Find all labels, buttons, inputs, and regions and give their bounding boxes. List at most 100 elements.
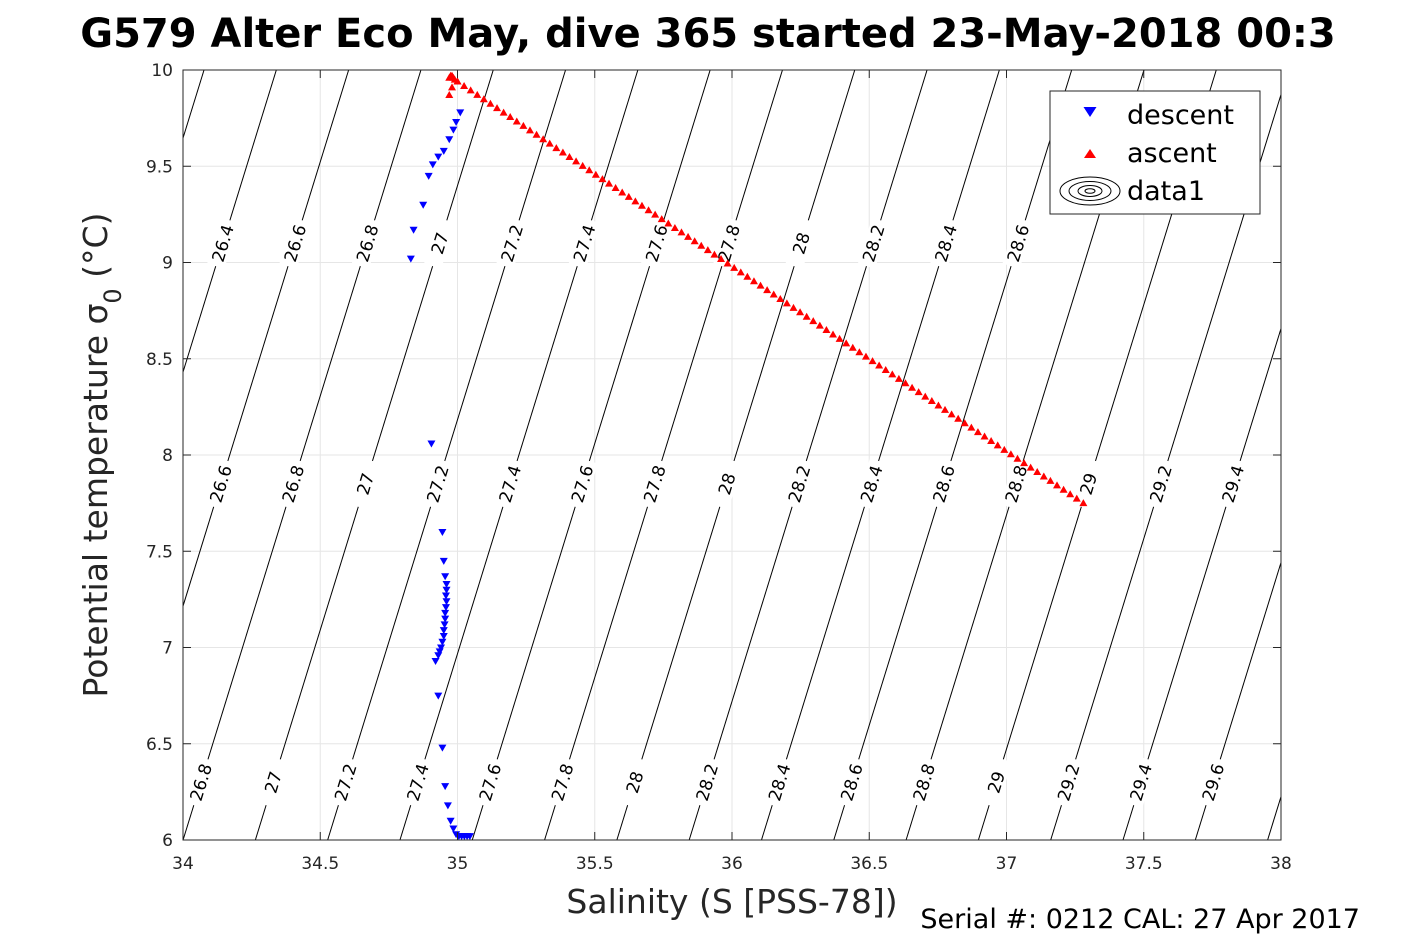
ascent-point [914, 388, 923, 396]
contour-label-bg [857, 217, 890, 269]
y-axis-label-subscript: 0 [99, 288, 127, 303]
ascent-point [1066, 490, 1075, 498]
ascent-point [448, 83, 457, 91]
ascent-point [539, 135, 548, 143]
contour-label-bg [474, 756, 506, 808]
ascent-point [1000, 445, 1009, 453]
descent-point [439, 632, 448, 640]
ascent-point [578, 161, 587, 169]
descent-series [406, 109, 474, 841]
ascent-point [690, 237, 699, 245]
ascent-point [479, 95, 488, 103]
ascent-point [1006, 450, 1015, 458]
ascent-point [703, 246, 712, 254]
ascent-point [960, 419, 969, 427]
isopycnal-line [544, 70, 783, 840]
ascent-point [644, 206, 653, 214]
ascent-point [1079, 499, 1088, 507]
isopycnal-line [183, 70, 350, 608]
x-tick-label: 38 [1270, 854, 1292, 874]
ascent-point [598, 175, 607, 183]
y-tick-label: 9.5 [146, 157, 173, 177]
contour-label-bg [257, 756, 289, 808]
ascent-point [585, 166, 594, 174]
y-axis-ticks: 6 6.5 7 7.5 8 8.5 9 9.5 10 [146, 61, 1281, 851]
x-tick-label: 36.5 [850, 854, 888, 874]
isopycnal-line [183, 70, 277, 374]
isopycnal-line [761, 70, 1000, 840]
ascent-point [822, 326, 831, 334]
legend-box [1049, 90, 1261, 215]
ascent-point [460, 81, 469, 89]
ascent-point [697, 241, 706, 249]
ascent-point [980, 432, 989, 440]
contour-label-bg [568, 217, 601, 269]
ascent-point [868, 357, 877, 365]
ascent-point [558, 148, 567, 156]
ascent-point [809, 317, 818, 325]
contour-label-bg [1052, 756, 1085, 808]
contour-label-bg [1125, 756, 1157, 808]
isopycnal-line [1340, 70, 1417, 840]
contour-label-bg [349, 458, 382, 510]
descent-point [452, 118, 461, 126]
ascent-point [1033, 468, 1042, 476]
ascent-point [473, 90, 482, 98]
ascent-point [1020, 459, 1029, 467]
ascent-point [894, 374, 903, 382]
y-axis-label-main: Potential temperature σ [76, 304, 115, 698]
ascent-point [1053, 481, 1062, 489]
ascent-point [684, 232, 693, 240]
ascent-series [445, 71, 1088, 507]
contour-label-bg [566, 458, 598, 510]
ascent-point [1046, 476, 1055, 484]
ascent-point [901, 379, 910, 387]
ascent-point [954, 414, 963, 422]
ascent-point [723, 259, 732, 267]
contour-label-bg [638, 458, 671, 510]
contour-label-bg [1145, 458, 1177, 510]
isopycnal-line [1122, 326, 1281, 840]
y-tick-label: 6 [162, 831, 173, 851]
legend-ascent-marker [1084, 149, 1096, 158]
descent-point [441, 609, 450, 617]
ascent-point [591, 170, 600, 178]
contour-label-bg [711, 458, 743, 510]
descent-point [438, 529, 447, 536]
ascent-point [605, 179, 614, 187]
ascent-point [730, 263, 739, 271]
legend-contour-icon [1059, 176, 1121, 206]
descent-point [446, 817, 455, 825]
ascent-point [875, 361, 884, 369]
ascent-point [973, 428, 982, 436]
descent-point [409, 226, 418, 234]
x-tick-label: 34.5 [301, 854, 339, 874]
ascent-point [921, 392, 930, 400]
contour-label-bg [546, 756, 579, 808]
ascent-point [710, 250, 719, 258]
y-tick-label: 7 [162, 639, 173, 659]
descent-point [439, 627, 448, 635]
descent-point [441, 615, 450, 623]
contour-label-bg [783, 458, 815, 510]
ascent-point [888, 370, 897, 378]
isopycnal-line [833, 70, 1073, 840]
isopycnal-line [183, 70, 422, 840]
ascent-point [749, 277, 758, 285]
legend-ascent-label: ascent [1127, 138, 1217, 169]
isopycnal-line [688, 70, 928, 840]
ascent-point [1026, 463, 1035, 471]
x-tick-label: 34 [172, 854, 194, 874]
isopycnal-contour-labels: 26.4 26.6 26.8 27 27.2 27.4 27.6 27.8 28 28.2 28.4… [185, 217, 1249, 808]
ascent-point [756, 281, 765, 289]
ascent-point [908, 383, 917, 391]
ascent-point [848, 343, 857, 351]
descent-point [456, 109, 465, 117]
contour-label-bg [351, 217, 384, 269]
contour-label-bg [855, 458, 888, 510]
legend-descent-label: descent [1127, 100, 1234, 131]
ascent-point [763, 286, 772, 294]
y-tick-label: 8 [162, 446, 173, 466]
ascent-point [572, 157, 581, 165]
ascent-point [934, 401, 943, 409]
